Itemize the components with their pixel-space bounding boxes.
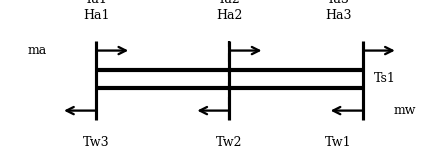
- Text: Ta3: Ta3: [327, 0, 350, 6]
- Text: mw: mw: [393, 104, 416, 117]
- Text: Ha1: Ha1: [83, 9, 109, 22]
- Text: Ha2: Ha2: [216, 9, 243, 22]
- Text: Ta1: Ta1: [85, 0, 108, 6]
- Text: Tw2: Tw2: [216, 136, 243, 149]
- Text: Ta2: Ta2: [218, 0, 241, 6]
- Text: ma: ma: [28, 44, 47, 57]
- Text: Tw1: Tw1: [326, 136, 352, 149]
- Text: Tw3: Tw3: [83, 136, 109, 149]
- Text: Ts1: Ts1: [374, 73, 395, 85]
- Text: Ha3: Ha3: [326, 9, 352, 22]
